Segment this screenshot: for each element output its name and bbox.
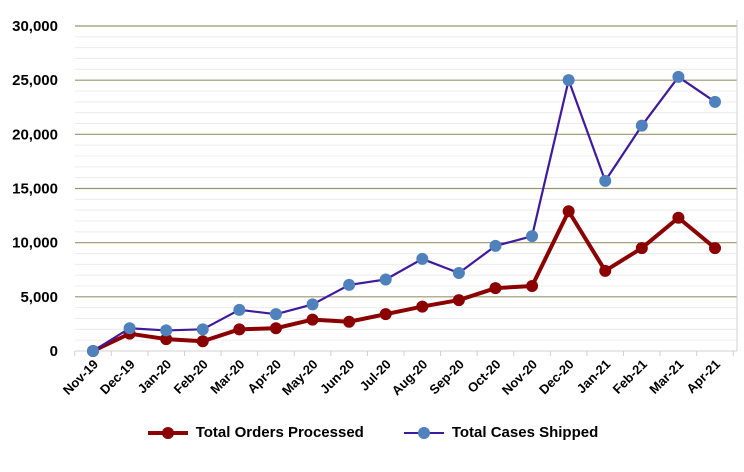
- data-point-cases: [672, 70, 685, 83]
- y-tick-label: 15,000: [12, 181, 58, 198]
- data-point-cases: [635, 119, 648, 132]
- data-point-cases: [160, 324, 173, 337]
- data-point-cases: [452, 267, 465, 279]
- data-point-orders: [489, 282, 502, 295]
- data-point-cases: [526, 230, 539, 243]
- y-tick-label: 30,000: [12, 18, 58, 35]
- legend-label-orders: Total Orders Processed: [195, 424, 364, 441]
- data-point-cases: [416, 252, 429, 265]
- x-tick-label: Jun-20: [317, 357, 357, 397]
- data-point-orders: [562, 205, 575, 218]
- data-point-orders: [160, 333, 173, 346]
- legend: Total Orders Processed Total Cases Shipp…: [0, 424, 744, 441]
- legend-marker-cases: [403, 426, 444, 439]
- data-point-orders: [416, 300, 429, 313]
- x-tick-label: Jan-20: [135, 357, 175, 397]
- data-point-cases: [87, 345, 99, 357]
- x-tick-label: Sep-20: [426, 357, 467, 398]
- data-point-orders: [526, 280, 539, 292]
- data-point-orders: [599, 264, 612, 277]
- data-point-cases: [123, 322, 136, 335]
- data-point-cases: [489, 239, 502, 252]
- x-tick-label: Mar-21: [646, 357, 686, 397]
- data-point-orders: [343, 315, 356, 328]
- data-point-orders: [635, 242, 648, 255]
- data-point-cases: [599, 174, 612, 187]
- data-point-cases: [343, 278, 356, 291]
- data-point-cases: [233, 303, 246, 316]
- y-tick-label: 0: [50, 343, 58, 360]
- data-point-orders: [379, 308, 392, 321]
- data-point-cases: [562, 74, 575, 87]
- y-tick-label: 25,000: [12, 72, 58, 89]
- data-point-orders: [196, 335, 209, 348]
- y-tick-label: 10,000: [12, 235, 58, 252]
- x-tick-label: Feb-20: [171, 357, 211, 397]
- series-line-cases: [92, 75, 716, 352]
- data-point-cases: [709, 95, 721, 108]
- data-point-cases: [269, 308, 282, 321]
- legend-label-cases: Total Cases Shipped: [451, 424, 599, 441]
- x-tick-label: Mar-20: [207, 357, 247, 397]
- data-point-orders: [306, 313, 319, 326]
- series-line-orders: [92, 209, 717, 353]
- legend-marker-orders: [147, 426, 188, 439]
- data-point-cases: [306, 298, 319, 311]
- data-point-orders: [452, 294, 465, 307]
- data-point-orders: [233, 323, 246, 336]
- x-tick-label: Apr-20: [244, 357, 284, 397]
- data-point-orders: [709, 242, 721, 255]
- data-point-orders: [672, 211, 685, 224]
- x-tick-label: Dec-20: [536, 357, 577, 398]
- x-tick-label: Nov-20: [499, 357, 540, 398]
- x-tick-label: Apr-21: [683, 357, 723, 397]
- x-tick-label: Aug-20: [389, 357, 431, 399]
- y-tick-label: 5,000: [20, 289, 58, 306]
- data-point-cases: [379, 273, 392, 286]
- data-point-cases: [196, 323, 209, 336]
- legend-item-cases: Total Cases Shipped: [402, 424, 598, 441]
- x-tick-label: Oct-20: [464, 357, 503, 396]
- data-point-orders: [269, 322, 282, 335]
- x-tick-label: Nov-19: [60, 357, 101, 398]
- x-tick-label: May-20: [279, 357, 321, 399]
- x-tick-label: Feb-21: [610, 357, 650, 397]
- x-tick-label: Jan-21: [574, 357, 614, 397]
- legend-item-orders: Total Orders Processed: [146, 424, 364, 441]
- x-tick-label: Dec-19: [97, 357, 138, 398]
- y-tick-label: 20,000: [12, 126, 58, 143]
